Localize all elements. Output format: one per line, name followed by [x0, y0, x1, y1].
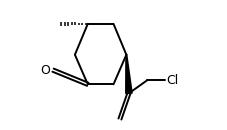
Polygon shape — [126, 55, 132, 93]
Text: Cl: Cl — [166, 74, 178, 87]
Text: O: O — [40, 64, 50, 77]
